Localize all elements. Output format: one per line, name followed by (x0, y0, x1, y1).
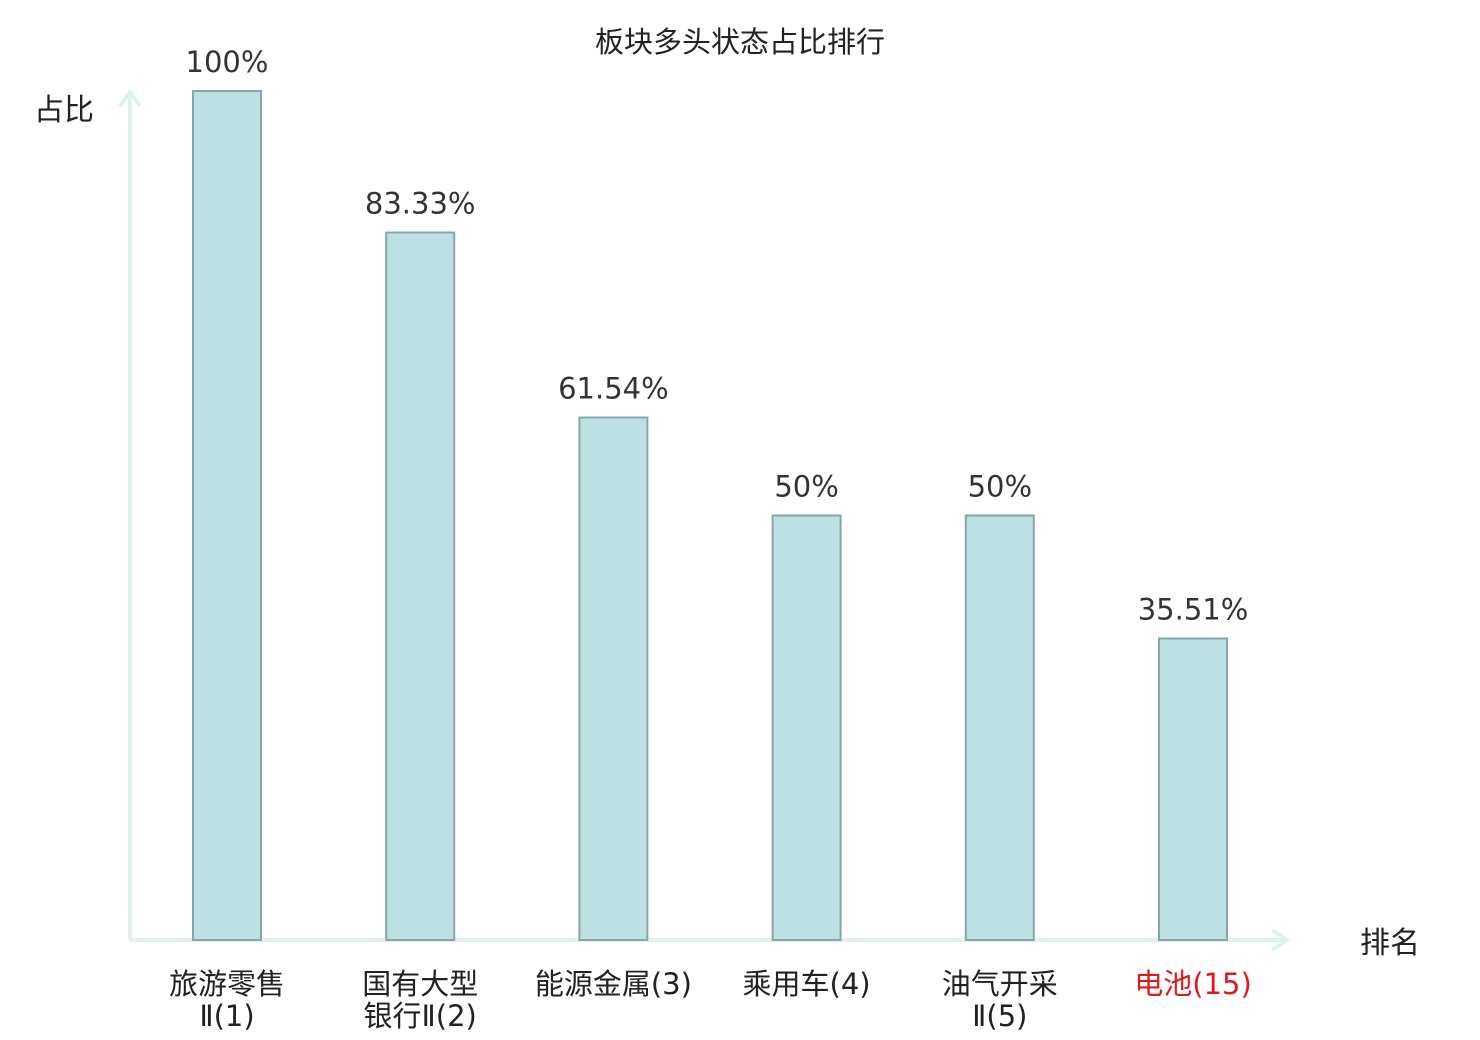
category-label-6: 电池(15) (1134, 967, 1252, 1001)
y-axis-label: 占比 (34, 93, 94, 128)
axes (118, 88, 1291, 952)
category-labels-group: 旅游零售 Ⅱ(1) 国有大型银行Ⅱ(2) 能源金属(3) 乘用车(4) 油气开采 Ⅱ(5) 电… (169, 967, 1252, 1033)
x-axis-arrow (1270, 928, 1291, 952)
value-label-4: 50% (774, 470, 838, 504)
category-label-4: 乘用车(4) (743, 967, 871, 1001)
category-label-2: 国有大型银行Ⅱ(2) (362, 967, 478, 1033)
x-axis-label: 排名 (1360, 926, 1420, 961)
value-label-2: 83.33% (365, 187, 476, 221)
bars-group (192, 90, 1228, 941)
bar-3 (578, 416, 649, 941)
value-labels-group: 100% 83.33% 61.54% 50% 50% 35.51% (186, 45, 1249, 627)
value-label-1: 100% (186, 45, 269, 79)
bar-2 (385, 231, 456, 941)
bar-1 (192, 90, 262, 941)
category-label-1: 旅游零售 Ⅱ(1) (169, 967, 285, 1033)
value-label-3: 61.54% (558, 372, 669, 406)
y-axis-arrow (118, 88, 142, 108)
bar-5 (964, 514, 1035, 941)
chart-title: 板块多头状态占比排行 (595, 25, 885, 59)
bar-6 (1158, 637, 1228, 941)
value-label-6: 35.51% (1138, 593, 1249, 627)
bar-4 (771, 514, 842, 941)
value-label-5: 50% (968, 470, 1032, 504)
category-label-3: 能源金属(3) (535, 967, 692, 1001)
category-label-5: 油气开采 Ⅱ(5) (942, 967, 1058, 1033)
